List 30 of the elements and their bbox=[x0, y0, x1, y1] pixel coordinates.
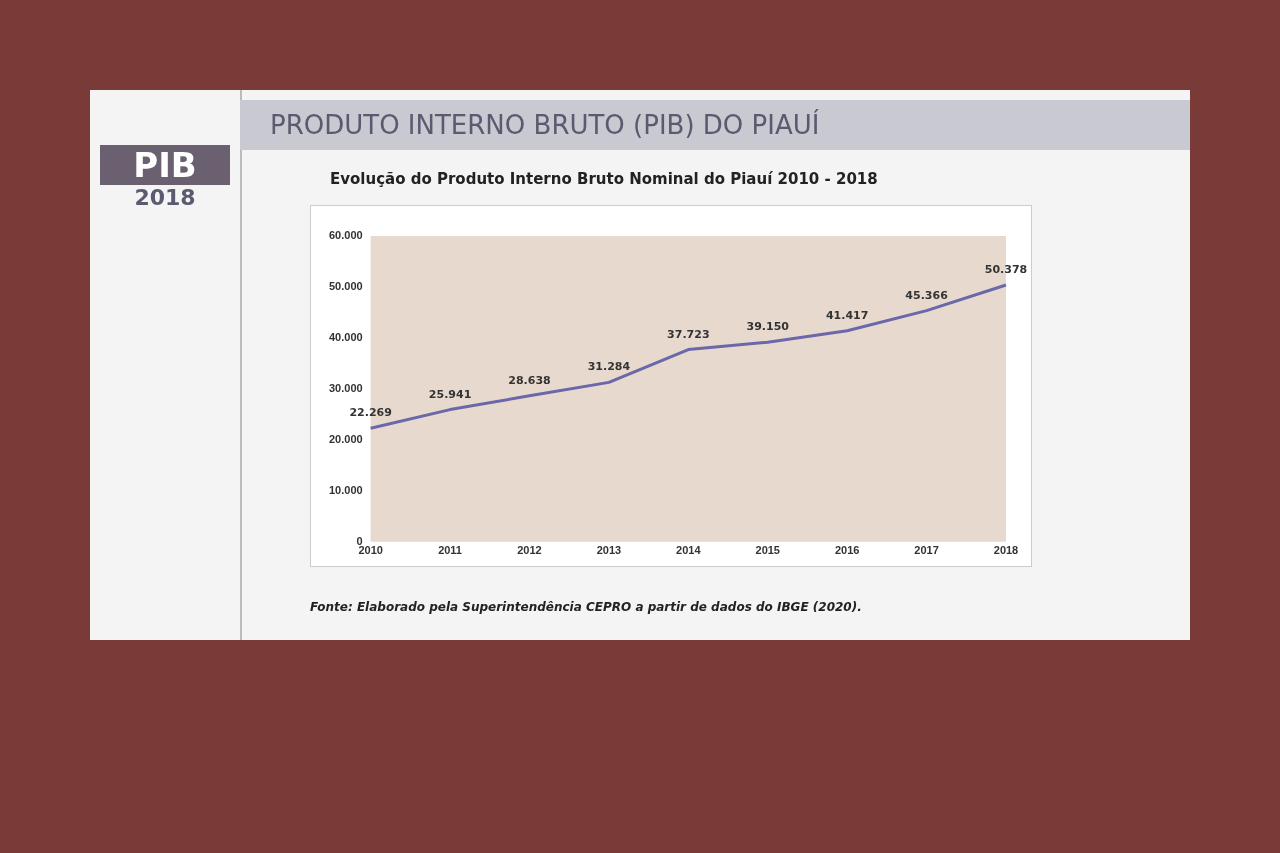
x-tick-label: 2012 bbox=[517, 544, 542, 557]
data-label: 31.284 bbox=[587, 360, 631, 374]
data-label: 41.417 bbox=[825, 308, 869, 322]
chart-subtitle: Evolução do Produto Interno Bruto Nominal do Piauí 2010 - 2018 bbox=[330, 170, 878, 188]
data-label: 45.366 bbox=[905, 288, 949, 302]
data-label: 39.150 bbox=[746, 320, 790, 334]
data-label: 25.941 bbox=[428, 387, 472, 401]
data-label: 50.378 bbox=[984, 263, 1028, 277]
x-tick-label: 2017 bbox=[914, 544, 939, 557]
y-tick-label: 50.000 bbox=[328, 280, 363, 292]
chart-title: PRODUTO INTERNO BRUTO (PIB) DO PIAUÍ bbox=[270, 110, 820, 140]
source-note: Fonte: Elaborado pela Superintendência CEPRO a partir de dados do IBGE (2020). bbox=[310, 600, 862, 614]
data-label: 37.723 bbox=[667, 327, 710, 341]
y-tick-label: 10.000 bbox=[328, 483, 363, 496]
x-tick-label: 2010 bbox=[358, 544, 383, 557]
y-tick-label: 0 bbox=[356, 534, 363, 547]
y-tick-label: 60.000 bbox=[328, 229, 363, 242]
x-tick-label: 2015 bbox=[755, 544, 780, 557]
text: 2018 bbox=[133, 185, 197, 210]
y-tick-label: 40.000 bbox=[328, 330, 363, 343]
x-tick-label: 2014 bbox=[676, 544, 702, 557]
data-label: 22.269 bbox=[349, 406, 392, 420]
data-label: 28.638 bbox=[508, 373, 551, 387]
y-tick-label: 20.000 bbox=[328, 432, 363, 445]
x-tick-label: 2016 bbox=[834, 544, 860, 557]
x-tick-label: 2013 bbox=[596, 544, 622, 557]
x-tick-label: 2011 bbox=[438, 544, 462, 557]
y-tick-label: 30.000 bbox=[328, 381, 363, 394]
x-tick-label: 2018 bbox=[993, 544, 1019, 557]
text: PIB bbox=[100, 145, 230, 185]
